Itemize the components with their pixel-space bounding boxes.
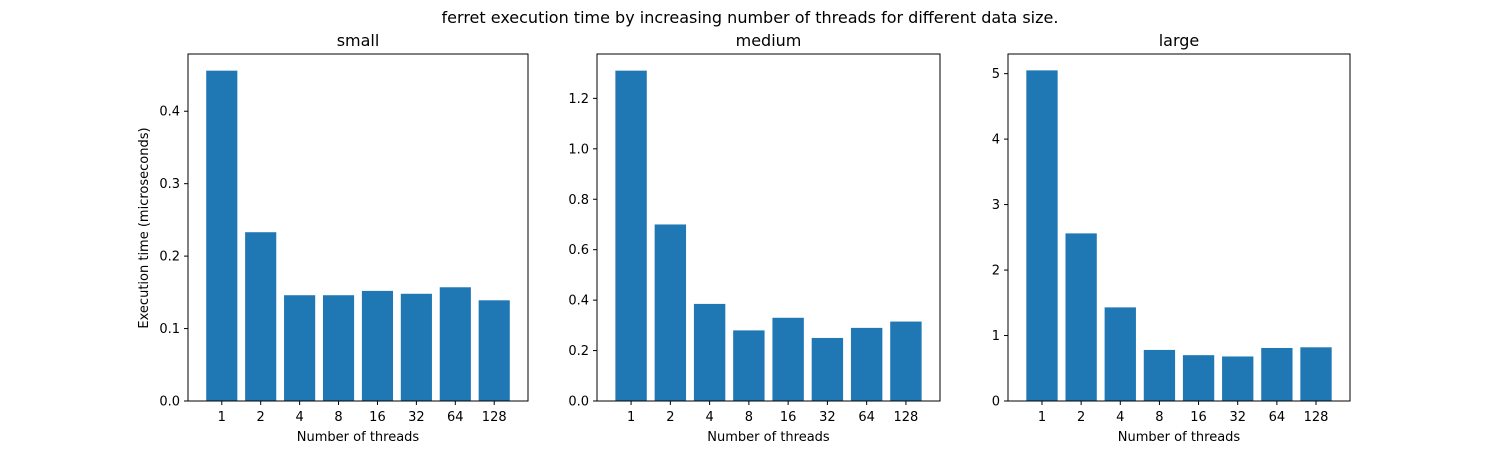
bar-64: [1261, 347, 1293, 401]
y-tick-label: 5: [992, 67, 1000, 82]
x-tick-label: 1: [1038, 410, 1046, 425]
axes-frame: [1007, 53, 1351, 402]
y-axis-label: Execution time (microseconds): [137, 127, 152, 328]
bar-4: [1104, 307, 1136, 401]
y-axis-ticks: 0 1 2 3 4 5: [992, 67, 1008, 410]
y-tick-label: 3: [992, 198, 1000, 213]
bar-group: [206, 70, 510, 401]
x-axis-ticks: 1 2 4 8 16 32 64 128: [218, 401, 507, 425]
y-tick-label: 0: [992, 395, 1000, 410]
subplot-large: large 0 1 2 3 4 5 1 2 4 8 16 32 64 128 Number of thr…: [992, 31, 1351, 445]
x-tick-label: 64: [858, 410, 875, 425]
y-tick-label: 0.0: [568, 395, 589, 410]
bar-2: [245, 232, 277, 401]
x-tick-label: 64: [1269, 410, 1286, 425]
axes-frame: [596, 53, 941, 402]
x-tick-label: 8: [745, 410, 753, 425]
figure-suptitle: ferret execution time by increasing numb…: [442, 8, 1059, 27]
subplot-title: large: [1159, 31, 1200, 50]
x-tick-label: 128: [1304, 410, 1329, 425]
bar-16: [361, 290, 394, 401]
bar-1: [1026, 70, 1058, 402]
y-tick-label: 1.2: [568, 92, 589, 107]
x-tick-label: 16: [1190, 410, 1207, 425]
bar-1: [206, 70, 238, 401]
bar-8: [322, 295, 355, 401]
subplot-small: small 0.0 0.1 0.2 0.3 0.4 1 2 4 8 16 32 64 128 Numb…: [137, 31, 529, 445]
y-tick-label: 0.4: [568, 294, 589, 309]
y-tick-label: 4: [992, 133, 1000, 148]
bar-32: [1222, 356, 1254, 401]
x-tick-label: 2: [257, 410, 265, 425]
y-tick-label: 0.6: [568, 243, 589, 258]
bar-8: [733, 330, 765, 401]
bar-group: [1026, 70, 1332, 402]
y-tick-label: 0.4: [159, 105, 180, 120]
x-tick-label: 4: [1116, 410, 1124, 425]
x-tick-label: 1: [627, 410, 635, 425]
x-tick-label: 64: [447, 410, 464, 425]
x-tick-label: 1: [218, 410, 226, 425]
x-tick-label: 128: [894, 410, 919, 425]
axes-frame: [187, 53, 529, 402]
y-tick-label: 0.2: [159, 250, 180, 265]
y-axis-ticks: 0.0 0.2 0.4 0.6 0.8 1.0 1.2: [568, 92, 597, 410]
bar-4: [693, 303, 726, 401]
x-axis-label: Number of threads: [1118, 430, 1241, 445]
x-tick-label: 16: [369, 410, 386, 425]
x-tick-label: 8: [1155, 410, 1163, 425]
y-tick-label: 1.0: [568, 142, 589, 157]
x-tick-label: 8: [334, 410, 342, 425]
bar-128: [478, 300, 510, 401]
x-tick-label: 2: [666, 410, 674, 425]
y-axis-ticks: 0.0 0.1 0.2 0.3 0.4: [159, 105, 188, 410]
bar-8: [1143, 349, 1176, 401]
bar-64: [439, 287, 471, 401]
bar-2: [1065, 233, 1097, 401]
y-tick-label: 0.0: [159, 395, 180, 410]
bar-16: [1182, 355, 1215, 401]
y-tick-label: 2: [992, 264, 1000, 279]
x-tick-label: 128: [482, 410, 507, 425]
bar-group: [615, 70, 922, 401]
y-tick-label: 0.8: [568, 193, 589, 208]
bar-2: [654, 224, 687, 401]
x-axis-ticks: 1 2 4 8 16 32 64 128: [627, 401, 918, 425]
x-tick-label: 4: [705, 410, 713, 425]
y-tick-label: 0.3: [159, 177, 180, 192]
bar-128: [1300, 347, 1332, 401]
x-tick-label: 32: [408, 410, 425, 425]
x-axis-label: Number of threads: [707, 430, 830, 445]
x-tick-label: 32: [1229, 410, 1246, 425]
bar-16: [772, 317, 804, 401]
subplot-title: medium: [736, 31, 802, 50]
y-tick-label: 0.2: [568, 344, 589, 359]
bar-128: [890, 321, 922, 401]
x-tick-label: 32: [819, 410, 836, 425]
y-tick-label: 1: [992, 329, 1000, 344]
x-tick-label: 16: [780, 410, 797, 425]
x-tick-label: 4: [295, 410, 303, 425]
bar-32: [400, 293, 432, 401]
bar-4: [284, 295, 316, 401]
x-axis-label: Number of threads: [297, 430, 420, 445]
y-tick-label: 0.1: [159, 322, 180, 337]
bar-1: [615, 70, 647, 401]
bar-32: [811, 337, 844, 401]
subplot-medium: medium 0.00.20.40.60.81.01.2 1 2 4 8 16 32 64 1…: [568, 31, 941, 445]
bar-64: [850, 327, 883, 401]
subplot-title: small: [337, 31, 380, 50]
x-tick-label: 2: [1077, 410, 1085, 425]
x-axis-ticks: 1 2 4 8 16 32 64 128: [1038, 401, 1329, 425]
